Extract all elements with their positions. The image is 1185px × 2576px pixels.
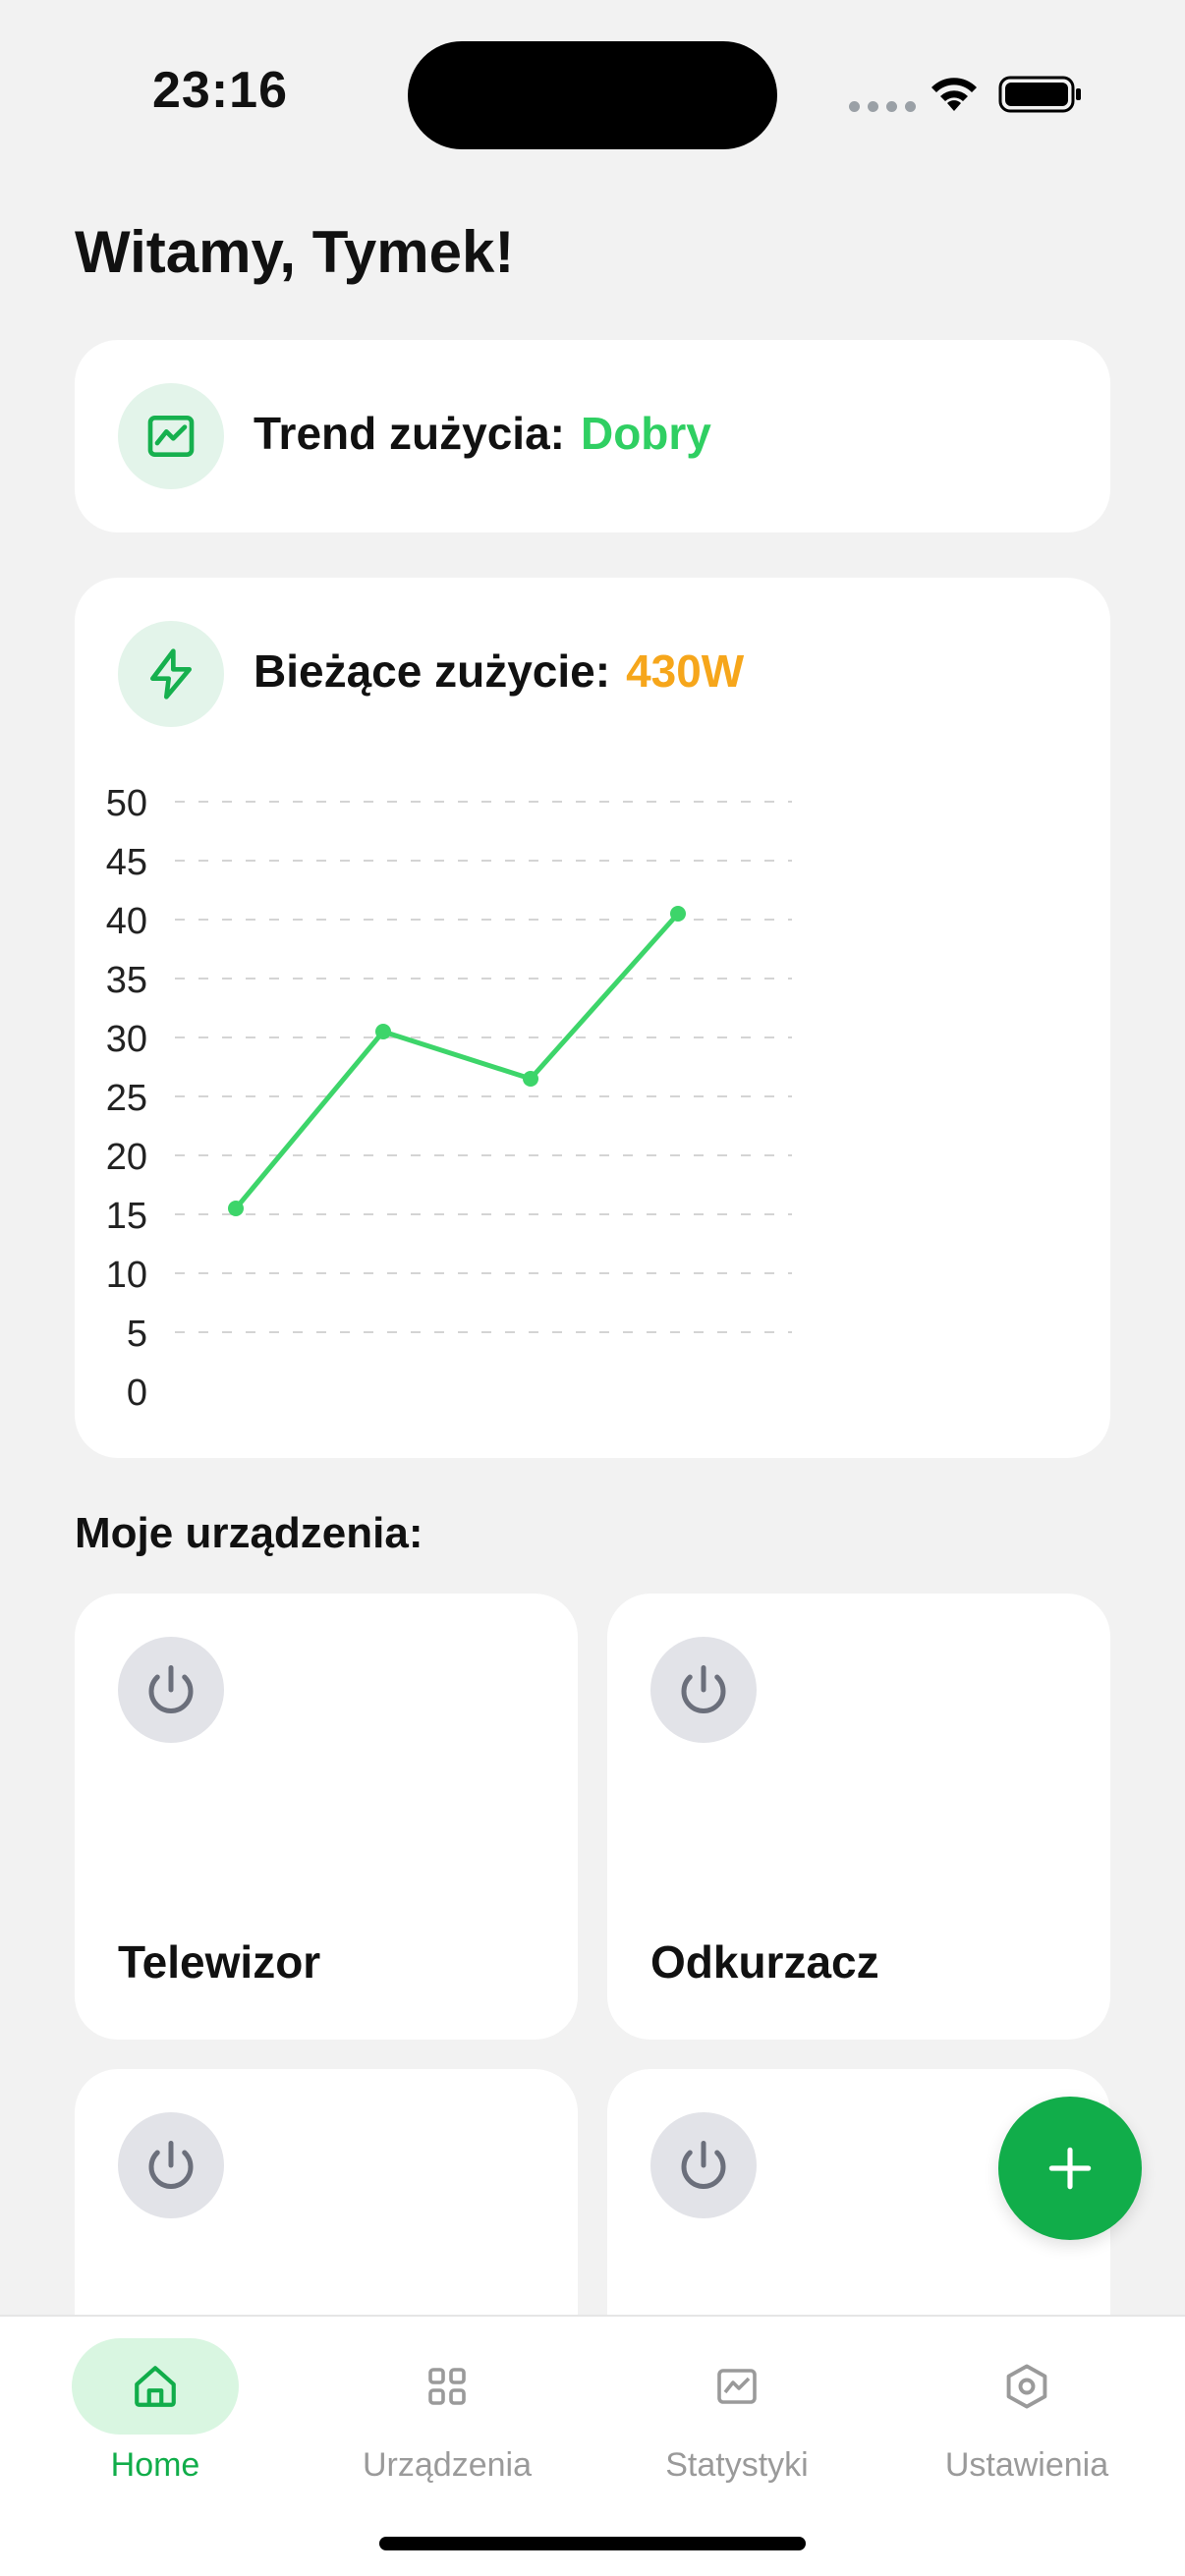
- y-tick-label: 20: [106, 1137, 147, 1178]
- y-tick-label: 35: [106, 960, 147, 1001]
- device-name: Telewizor: [118, 1936, 321, 1988]
- tab-bar: Home Urządzenia Statystyki Ustawienia: [0, 2315, 1185, 2576]
- tab-label: Ustawienia: [944, 2446, 1109, 2484]
- device-name: Odkurzacz: [650, 1936, 879, 1988]
- stats-icon: [717, 2369, 757, 2404]
- home-indicator: [379, 2537, 806, 2550]
- trend-value: Dobry: [580, 408, 711, 459]
- device-card-telewizor[interactable]: Telewizor: [75, 1594, 578, 2040]
- usage-card[interactable]: Bieżące zużycie: 430W 50 45 40 35 30 25 20 15 10…: [75, 578, 1110, 1458]
- y-tick-label: 50: [106, 783, 147, 824]
- power-icon: [148, 2141, 194, 2190]
- power-button[interactable]: [118, 2112, 224, 2218]
- status-time: 23:16: [152, 62, 288, 119]
- battery-icon: [998, 76, 1081, 113]
- power-button[interactable]: [118, 1637, 224, 1743]
- power-button[interactable]: [650, 1637, 757, 1743]
- power-icon: [681, 1665, 726, 1714]
- data-point: [670, 906, 686, 922]
- y-tick-label: 0: [127, 1372, 147, 1414]
- wifi-icon: [931, 78, 977, 111]
- y-tick-label: 10: [106, 1255, 147, 1296]
- tab-home[interactable]: Home: [18, 2338, 293, 2485]
- data-point: [228, 1201, 244, 1216]
- y-tick-label: 30: [106, 1019, 147, 1060]
- home-icon: [135, 2366, 176, 2407]
- usage-icon-circle: [118, 621, 224, 727]
- add-device-button[interactable]: [998, 2097, 1142, 2240]
- dynamic-island: [408, 41, 777, 149]
- page-title: Witamy, Tymek!: [75, 219, 515, 285]
- lightning-icon: [150, 648, 193, 700]
- tab-label: Urządzenia: [363, 2446, 532, 2484]
- power-icon: [681, 2141, 726, 2190]
- data-point: [375, 1024, 391, 1039]
- y-tick-label: 40: [106, 901, 147, 942]
- grid-icon: [428, 2368, 466, 2405]
- trend-label: Trend zużycia:: [254, 408, 565, 459]
- y-tick-label: 5: [127, 1314, 147, 1355]
- y-tick-label: 25: [106, 1078, 147, 1119]
- usage-value: 430W: [626, 645, 745, 697]
- y-tick-label: 45: [106, 842, 147, 883]
- signal-icon: [849, 101, 916, 112]
- usage-label: Bieżące zużycie:: [254, 645, 611, 697]
- trend-icon-circle: [118, 383, 224, 489]
- power-icon: [148, 1665, 194, 1714]
- tab-settings[interactable]: Ustawienia: [889, 2338, 1164, 2485]
- chart-icon: [147, 416, 195, 457]
- tab-label: Home: [110, 2446, 200, 2484]
- status-bar: 23:16: [0, 0, 1185, 187]
- settings-icon: [1006, 2364, 1047, 2409]
- tab-devices[interactable]: Urządzenia: [310, 2338, 585, 2485]
- device-card-odkurzacz[interactable]: Odkurzacz: [607, 1594, 1110, 2040]
- devices-section-title: Moje urządzenia:: [75, 1509, 423, 1557]
- tab-stats[interactable]: Statystyki: [599, 2338, 875, 2485]
- trend-card[interactable]: Trend zużycia: Dobry: [75, 340, 1110, 532]
- tab-label: Statystyki: [665, 2446, 809, 2484]
- y-tick-label: 15: [106, 1196, 147, 1237]
- series-line: [234, 912, 680, 1210]
- power-button[interactable]: [650, 2112, 757, 2218]
- data-point: [523, 1071, 538, 1087]
- plus-icon: [1048, 2147, 1092, 2190]
